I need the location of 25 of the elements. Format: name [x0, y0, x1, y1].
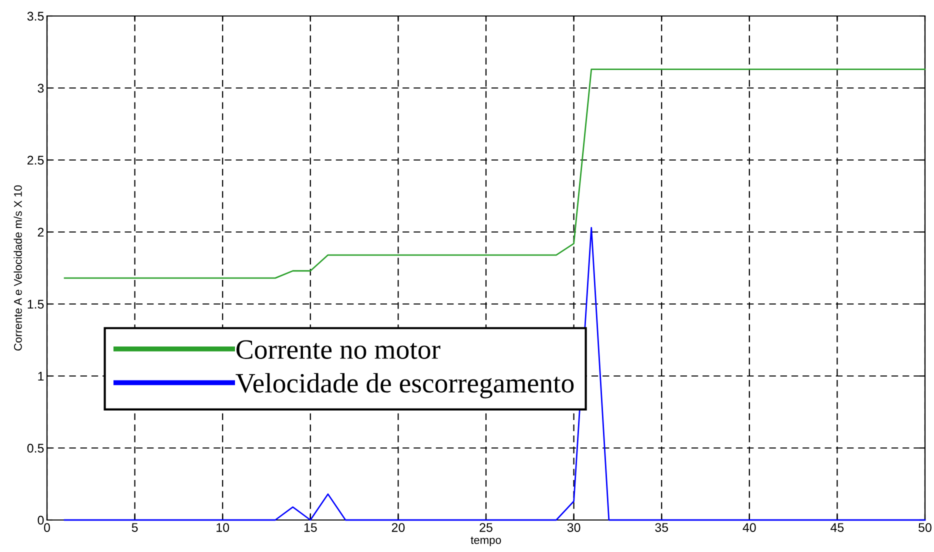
y-tick-label: 3 — [38, 84, 44, 93]
y-tick-label: 2 — [38, 228, 44, 237]
y-tick-label: 0.5 — [27, 444, 44, 453]
x-tick-label: 0 — [44, 523, 50, 532]
x-tick-label: 10 — [216, 523, 230, 532]
y-tick-label: 1.5 — [28, 300, 44, 309]
y-tick-label: 2.5 — [27, 156, 44, 165]
x-axis-title: tempo — [470, 536, 501, 546]
x-tick-label: 50 — [918, 523, 932, 532]
line-series — [64, 68, 926, 279]
y-tick-label: 0 — [38, 516, 44, 525]
x-tick-label: 20 — [392, 523, 405, 532]
legend-label: Velocidade de escorregamento — [236, 373, 574, 398]
x-tick-label: 25 — [480, 523, 492, 532]
line-series — [64, 226, 926, 521]
x-tick-label: 30 — [567, 523, 580, 532]
y-tick-label: 3.5 — [27, 12, 44, 21]
x-tick-label: 40 — [742, 523, 756, 532]
x-tick-label: 15 — [304, 523, 317, 532]
y-axis-title: Corrente A e Velocidade m/s X 10 — [14, 185, 22, 351]
legend-label: Corrente no motor — [236, 340, 440, 359]
x-tick-label: 5 — [132, 523, 138, 532]
x-tick-label: 35 — [655, 523, 668, 532]
y-tick-label: 1 — [38, 372, 44, 381]
x-tick-label: 45 — [830, 523, 844, 532]
